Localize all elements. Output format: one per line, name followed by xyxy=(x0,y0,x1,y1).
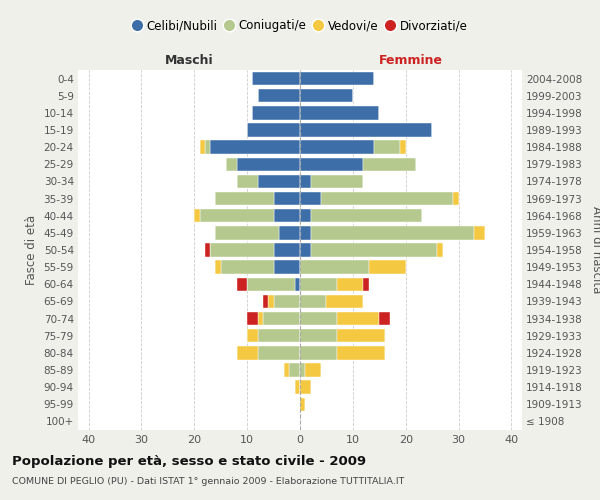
Bar xyxy=(210,244,274,256)
Bar xyxy=(300,226,311,239)
Bar xyxy=(300,140,374,154)
Bar xyxy=(337,329,385,342)
Bar xyxy=(300,72,374,86)
Bar xyxy=(300,158,364,171)
Bar xyxy=(247,124,300,136)
Y-axis label: Anni di nascita: Anni di nascita xyxy=(590,206,600,294)
Bar xyxy=(311,209,422,222)
Bar xyxy=(400,140,406,154)
Bar xyxy=(274,209,300,222)
Bar xyxy=(453,192,458,205)
Bar xyxy=(274,244,300,256)
Bar xyxy=(247,278,295,291)
Bar xyxy=(300,174,311,188)
Bar xyxy=(247,312,258,326)
Bar xyxy=(300,192,321,205)
Bar xyxy=(205,244,210,256)
Bar xyxy=(311,226,475,239)
Bar xyxy=(258,89,300,102)
Bar xyxy=(311,244,437,256)
Bar xyxy=(236,158,300,171)
Bar xyxy=(194,209,200,222)
Bar xyxy=(258,346,300,360)
Bar xyxy=(215,260,221,274)
Bar xyxy=(274,294,300,308)
Bar xyxy=(279,226,300,239)
Bar xyxy=(300,244,311,256)
Text: COMUNE DI PEGLIO (PU) - Dati ISTAT 1° gennaio 2009 - Elaborazione TUTTITALIA.IT: COMUNE DI PEGLIO (PU) - Dati ISTAT 1° ge… xyxy=(12,478,404,486)
Bar xyxy=(364,158,416,171)
Bar xyxy=(311,174,364,188)
Bar xyxy=(305,364,321,376)
Bar xyxy=(236,174,258,188)
Text: Popolazione per età, sesso e stato civile - 2009: Popolazione per età, sesso e stato civil… xyxy=(12,455,366,468)
Bar xyxy=(215,192,274,205)
Bar xyxy=(258,174,300,188)
Bar xyxy=(268,294,274,308)
Text: Femmine: Femmine xyxy=(379,54,443,66)
Bar xyxy=(221,260,274,274)
Bar xyxy=(300,346,337,360)
Bar xyxy=(247,329,258,342)
Bar xyxy=(337,278,364,291)
Bar xyxy=(300,124,432,136)
Bar xyxy=(300,106,379,120)
Bar xyxy=(369,260,406,274)
Bar xyxy=(236,278,247,291)
Bar xyxy=(300,398,305,411)
Bar xyxy=(263,294,268,308)
Bar xyxy=(274,192,300,205)
Text: Maschi: Maschi xyxy=(164,54,214,66)
Bar xyxy=(300,364,305,376)
Bar xyxy=(374,140,400,154)
Bar xyxy=(300,89,353,102)
Bar xyxy=(274,260,300,274)
Bar xyxy=(300,312,337,326)
Bar xyxy=(226,158,236,171)
Bar xyxy=(263,312,300,326)
Bar xyxy=(258,312,263,326)
Bar xyxy=(300,278,337,291)
Bar xyxy=(253,106,300,120)
Bar xyxy=(300,209,311,222)
Bar xyxy=(200,140,205,154)
Bar xyxy=(289,364,300,376)
Legend: Celibi/Nubili, Coniugati/e, Vedovi/e, Divorziati/e: Celibi/Nubili, Coniugati/e, Vedovi/e, Di… xyxy=(128,14,472,37)
Bar xyxy=(300,260,369,274)
Bar xyxy=(337,346,385,360)
Bar xyxy=(475,226,485,239)
Bar xyxy=(379,312,390,326)
Bar xyxy=(215,226,279,239)
Bar xyxy=(300,380,311,394)
Bar xyxy=(236,346,258,360)
Bar xyxy=(364,278,369,291)
Bar xyxy=(205,140,210,154)
Bar xyxy=(295,380,300,394)
Bar xyxy=(200,209,274,222)
Bar xyxy=(326,294,364,308)
Bar xyxy=(300,329,337,342)
Y-axis label: Fasce di età: Fasce di età xyxy=(25,215,38,285)
Bar xyxy=(337,312,379,326)
Bar xyxy=(295,278,300,291)
Bar xyxy=(210,140,300,154)
Bar xyxy=(437,244,443,256)
Bar xyxy=(253,72,300,86)
Bar xyxy=(258,329,300,342)
Bar xyxy=(300,294,326,308)
Bar xyxy=(284,364,289,376)
Bar xyxy=(321,192,453,205)
